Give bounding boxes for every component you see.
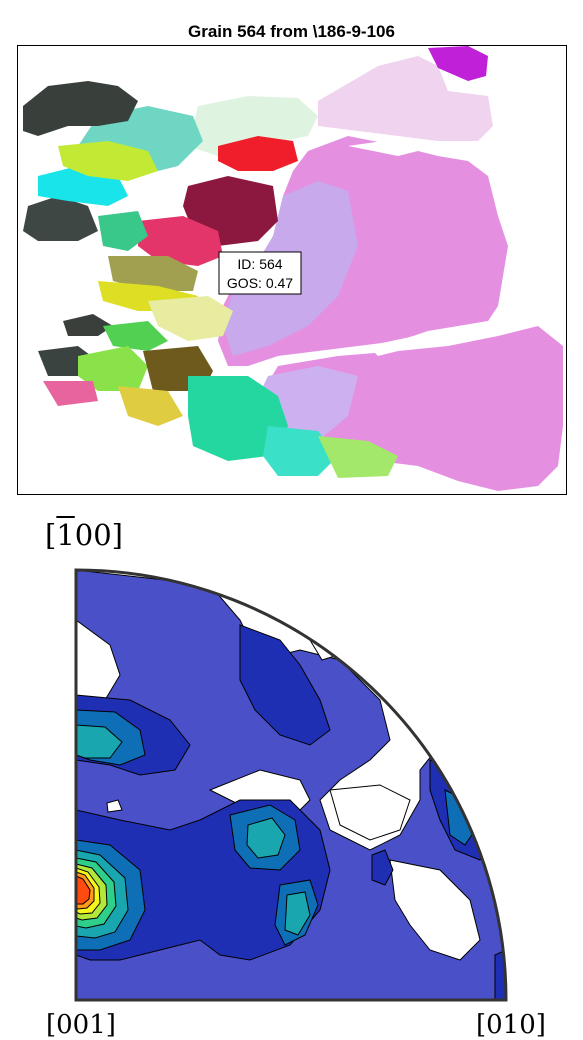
contour-level-4-c	[284, 891, 311, 936]
orientation-map-canvas: ID: 564 GOS: 0.47	[23, 46, 563, 491]
contour-hole-6	[329, 784, 411, 841]
grain-region-pale-yellow	[148, 296, 233, 341]
grain-region-dark-small	[63, 314, 113, 336]
grain-region-yellow-low	[118, 386, 183, 426]
contour-level-9	[76, 875, 91, 905]
grain-region-top-magenta	[428, 46, 488, 81]
annotation-id: ID: 564	[237, 256, 282, 272]
contour-hole-4	[389, 859, 481, 961]
pole-figure-boundary	[74, 568, 508, 1002]
grain-region-yellowgreen	[58, 141, 158, 181]
grain-region-red	[218, 136, 298, 171]
contour-level-4-a	[76, 724, 123, 759]
gap	[368, 316, 518, 356]
pole-figure-label-010: [010]	[476, 1010, 546, 1040]
contour-level-2-a	[239, 624, 331, 746]
gap-2	[348, 136, 458, 156]
ebsd-orientation-map: ID: 564 GOS: 0.47	[17, 45, 567, 495]
pole-figure-label: [100]	[45, 518, 123, 552]
grain-region-teal-low	[188, 376, 288, 461]
contour-hole-5	[106, 799, 123, 813]
grain-region-dark-left-top	[23, 81, 138, 136]
grain-region-pink-small	[43, 381, 98, 406]
map-title: Grain 564 from \186-9-106	[188, 22, 395, 41]
annotation-box	[218, 251, 302, 295]
contour-level-2-e	[371, 849, 394, 886]
grain-region-lime	[78, 346, 148, 391]
grain-region-top-pale	[318, 56, 493, 141]
grain-region-pale-green	[188, 96, 318, 156]
grain-region-crimson	[138, 216, 223, 266]
grain-region-green	[98, 211, 148, 251]
grain-region-olive	[108, 256, 198, 291]
grain-region-green-2	[103, 321, 168, 351]
pole-figure-label-001: [001]	[46, 1010, 116, 1040]
contour-hole-1	[76, 619, 121, 706]
annotation-gos: GOS: 0.47	[227, 275, 293, 291]
grain-region-green-low	[318, 436, 398, 478]
grain-region-dark-left-mid	[23, 196, 98, 241]
contour-level-4-b	[246, 817, 286, 859]
